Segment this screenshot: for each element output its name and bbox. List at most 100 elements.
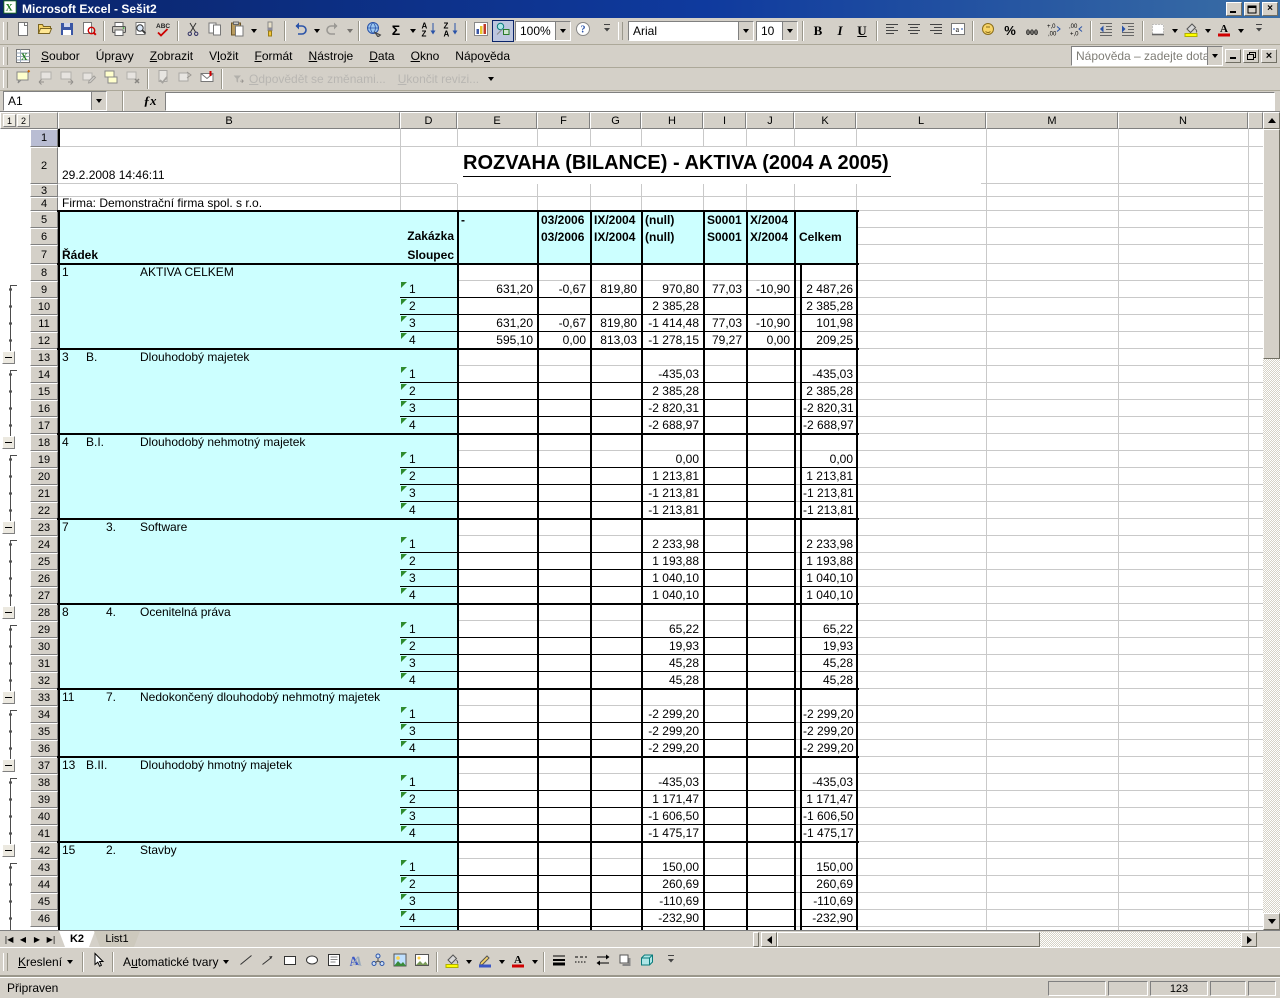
cell-k26[interactable]: 1 040,10 [806,571,853,585]
cell-f12[interactable]: 0,00 [562,333,586,347]
zoom-dropdown-icon[interactable] [555,22,570,40]
cell-k31[interactable]: 45,28 [822,656,853,670]
scroll-down-icon[interactable] [1263,913,1280,930]
section-subcode[interactable]: 7. [106,690,117,704]
row-header-25[interactable]: 25 [30,553,58,570]
cell-h22[interactable]: -1 213,81 [648,503,699,517]
cut-button[interactable] [182,20,204,42]
row-header-36[interactable]: 36 [30,740,58,757]
cell-k17[interactable]: -2 688,97 [803,418,854,432]
previous-comment-button[interactable] [34,68,56,90]
cell-h44[interactable]: 260,69 [662,877,699,891]
print-button[interactable] [108,20,130,42]
autosum-button[interactable]: Σ [385,20,407,42]
cell-k24[interactable]: 2 233,98 [806,537,853,551]
pivot-sloupec-label[interactable]: Sloupec [407,248,454,262]
row-header-43[interactable]: 43 [30,859,58,876]
cell-h14[interactable]: -435,03 [658,367,699,381]
section-subcode[interactable]: B.I. [86,435,105,449]
tab-list1[interactable]: List1 [94,931,140,947]
cell-h16[interactable]: -2 820,31 [648,401,699,415]
column-header-n[interactable]: N [1118,112,1248,129]
help-search-dropdown-icon[interactable] [1207,47,1222,65]
pivot-celkem-label[interactable]: Celkem [799,230,842,244]
detail-number[interactable]: 3 [409,571,416,585]
collapse-group-button[interactable] [2,521,15,534]
tab-split-handle[interactable] [753,932,759,947]
percent-button[interactable]: % [999,20,1021,42]
section-code[interactable]: 11 [62,690,75,704]
undo-button[interactable] [289,20,311,42]
font-color-dropdown-icon[interactable] [1235,20,1246,42]
pivot-col-f-2[interactable]: 03/2006 [541,230,585,244]
name-box[interactable]: A1 [3,91,107,111]
cell-k14[interactable]: -435,03 [812,367,853,381]
maximize-icon[interactable] [1244,2,1260,16]
cell-k44[interactable]: 260,69 [816,877,853,891]
line-color-dropdown-icon[interactable] [496,951,507,973]
cell-h43[interactable]: 150,00 [662,860,699,874]
bold-button[interactable]: B [807,20,829,42]
first-sheet-icon[interactable]: |◀ [4,935,14,944]
spelling-button[interactable]: ABC [152,20,174,42]
cell-b2-timestamp[interactable]: 29.2.2008 14:46:11 [62,168,165,182]
clip-art-button[interactable] [389,951,411,973]
row-header-38[interactable]: 38 [30,774,58,791]
font-color-dropdown-icon[interactable] [529,951,540,973]
cell-j9[interactable]: -10,90 [755,282,790,296]
cell-h12[interactable]: -1 278,15 [648,333,699,347]
paste-button[interactable] [226,20,248,42]
collapse-group-button[interactable] [2,351,15,364]
cell-k40[interactable]: -1 606,50 [803,809,854,823]
menu-napoveda[interactable]: Nápověda [455,49,511,63]
insert-comment-button[interactable] [12,68,34,90]
pivot-col-i-1[interactable]: S0001 [707,213,742,227]
detail-number[interactable]: 1 [409,860,416,874]
cell-h40[interactable]: -1 606,50 [648,809,699,823]
cell-h19[interactable]: 0,00 [675,452,699,466]
increase-decimal-button[interactable]: +,0,00 [1043,20,1065,42]
workbook-restore-icon[interactable] [1243,49,1259,63]
row-header-22[interactable]: 22 [30,502,58,519]
format-painter-button[interactable] [259,20,281,42]
cell-h34[interactable]: -2 299,20 [648,707,699,721]
toolbar-options-button[interactable] [485,68,496,90]
row-header-31[interactable]: 31 [30,655,58,672]
row-header-30[interactable]: 30 [30,638,58,655]
borders-button[interactable] [1147,20,1169,42]
row-header-6[interactable]: 6 [30,228,58,245]
row-header-12[interactable]: 12 [30,332,58,349]
dash-style-button[interactable] [570,951,592,973]
row-header-11[interactable]: 11 [30,315,58,332]
picture-button[interactable] [411,951,433,973]
align-right-button[interactable] [925,20,947,42]
cell-h29[interactable]: 65,22 [668,622,699,636]
font-color-button[interactable]: A [1213,20,1235,42]
cell-h39[interactable]: 1 171,47 [652,792,699,806]
outline-level-2-button[interactable]: 2 [17,114,30,127]
cell-h35[interactable]: -2 299,20 [648,724,699,738]
pivot-radek-label[interactable]: Řádek [62,248,99,262]
cell-i12[interactable]: 79,27 [711,333,742,347]
borders-dropdown-icon[interactable] [1169,20,1180,42]
cell-k10[interactable]: 2 385,28 [806,299,853,313]
line-color-button[interactable] [474,951,496,973]
row-header-20[interactable]: 20 [30,468,58,485]
row-header-15[interactable]: 15 [30,383,58,400]
row-header-29[interactable]: 29 [30,621,58,638]
cell-k16[interactable]: -2 820,31 [803,401,854,415]
draw-menu-button[interactable]: Kreslení [12,953,79,971]
minimize-icon[interactable] [1226,2,1242,16]
pivot-filter-dash[interactable]: - [461,213,465,227]
drawing-button[interactable] [492,20,514,42]
scroll-right-icon[interactable] [1241,932,1257,947]
cell-i11[interactable]: 77,03 [711,316,742,330]
row-header-28[interactable]: 28 [30,604,58,621]
section-code[interactable]: 7 [62,520,69,534]
insert-function-button[interactable]: ƒx [138,92,162,110]
row-header-33[interactable]: 33 [30,689,58,706]
row-header-19[interactable]: 19 [30,451,58,468]
line-button[interactable] [235,951,257,973]
menu-vlozit[interactable]: Vložit [209,49,239,63]
text-box-button[interactable] [323,951,345,973]
